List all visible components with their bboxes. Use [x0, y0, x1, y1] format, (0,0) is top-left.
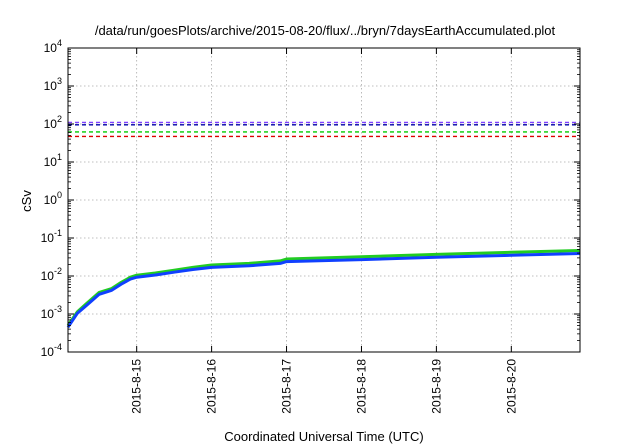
series-line: [66, 249, 581, 327]
threshold-lines: [68, 121, 580, 138]
y-tick-label: 10-2: [41, 266, 62, 283]
x-tick-labels: 2015-8-15 2015-8-16 2015-8-17 2015-8-18 2015…: [130, 359, 519, 414]
y-tick-label: 103: [44, 76, 62, 93]
y-tick-label: 10-3: [41, 304, 62, 321]
x-tick-label: 2015-8-17: [280, 359, 294, 414]
series-line: [66, 252, 581, 329]
y-tick-label: 10-1: [41, 228, 62, 245]
y-tick-label: 100: [44, 190, 62, 207]
series-lines: [66, 249, 581, 329]
grid: [68, 48, 580, 352]
y-tick-label: 104: [44, 38, 62, 55]
x-tick-label: 2015-8-20: [504, 359, 518, 414]
y-tick-label: 10-4: [41, 342, 62, 359]
x-axis-label: Coordinated Universal Time (UTC): [224, 429, 423, 444]
chart-title: /data/run/goesPlots/archive/2015-08-20/f…: [95, 23, 556, 38]
y-tick-label: 101: [44, 152, 62, 169]
x-tick-label: 2015-8-19: [429, 359, 443, 414]
y-axis-label: cSv: [19, 190, 34, 212]
x-tick-label: 2015-8-16: [205, 359, 219, 414]
x-tick-label: 2015-8-15: [130, 359, 144, 414]
y-tick-label: 102: [44, 114, 62, 131]
y-tick-labels: 10-4 10-3 10-2 10-1 100 101 102 103 104: [41, 38, 62, 359]
x-tick-label: 2015-8-18: [354, 359, 368, 414]
ticks: [68, 47, 580, 353]
